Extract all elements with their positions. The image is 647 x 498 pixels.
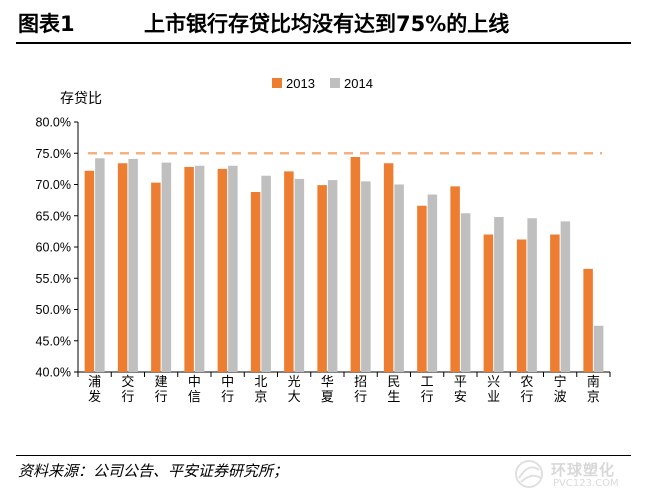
source-divider bbox=[16, 455, 631, 456]
y-tick-label: 60.0% bbox=[36, 241, 71, 255]
x-tick-label: 招行 bbox=[354, 375, 367, 405]
y-tick-label: 65.0% bbox=[36, 209, 71, 223]
legend-label-2013: 2013 bbox=[286, 76, 315, 91]
bar-2013-5 bbox=[250, 192, 261, 372]
bar-2013-1 bbox=[117, 163, 128, 372]
bar-2014-8 bbox=[361, 181, 371, 372]
legend-swatch-2014 bbox=[330, 78, 340, 88]
x-tick-label: 中行 bbox=[221, 375, 234, 405]
legend-label-2014: 2014 bbox=[344, 76, 373, 91]
bar-2014-9 bbox=[394, 184, 404, 372]
bar-2013-9 bbox=[383, 163, 394, 372]
bar-2014-0 bbox=[95, 158, 105, 372]
x-tick-label: 平安 bbox=[454, 375, 467, 405]
x-tick-label: 宁波 bbox=[554, 374, 567, 405]
y-tick-label: 45.0% bbox=[36, 334, 71, 348]
watermark-logo bbox=[515, 460, 543, 488]
x-tick-label: 兴业 bbox=[487, 375, 500, 405]
bar-2014-1 bbox=[128, 158, 138, 372]
watermark-text: 环球塑化 bbox=[551, 461, 616, 479]
x-tick-label: 光大 bbox=[288, 375, 301, 405]
bar-2014-12 bbox=[494, 217, 504, 372]
bar-2014-11 bbox=[460, 213, 471, 372]
figure-title-row: 图表1 上市银行存贷比均没有达到75%的上线 bbox=[16, 6, 631, 40]
figure-title: 上市银行存贷比均没有达到75%的上线 bbox=[144, 12, 510, 36]
bar-2013-10 bbox=[417, 205, 427, 372]
watermark-url: PVC123.COM bbox=[553, 478, 619, 489]
x-tick-label: 南京 bbox=[587, 374, 600, 405]
bar-2013-15 bbox=[583, 268, 593, 372]
bar-2014-6 bbox=[294, 178, 305, 372]
x-tick-label: 浦发 bbox=[88, 375, 101, 405]
bar-2013-0 bbox=[84, 170, 95, 372]
x-tick-label: 交行 bbox=[121, 374, 134, 405]
bar-2013-2 bbox=[151, 182, 161, 372]
figure-label: 图表1 bbox=[18, 12, 75, 36]
bar-2014-5 bbox=[261, 175, 271, 372]
bar-2014-13 bbox=[527, 218, 537, 372]
x-tick-label: 华夏 bbox=[321, 375, 334, 405]
bar-2014-7 bbox=[327, 180, 338, 372]
y-tick-label: 80.0% bbox=[36, 116, 71, 130]
y-tick-label: 70.0% bbox=[36, 178, 71, 192]
x-tick-label: 民生 bbox=[387, 375, 400, 405]
bar-chart: 存贷比 40.0% 45.0% 50.0% 55.0% 60.0% 65.0% 70.0% 75… bbox=[36, 76, 611, 405]
y-tick-label: 40.0% bbox=[36, 366, 71, 380]
x-tick-label: 中信 bbox=[188, 375, 201, 405]
x-tick-label: 建行 bbox=[155, 375, 168, 405]
source-note: 资料来源：公司公告、平安证券研究所； bbox=[18, 462, 289, 480]
bar-2013-11 bbox=[450, 186, 460, 372]
bar-2013-3 bbox=[184, 167, 194, 372]
bar-2013-8 bbox=[350, 157, 361, 372]
x-tick-label: 工行 bbox=[421, 375, 434, 405]
bar-2013-14 bbox=[550, 234, 560, 372]
title-divider bbox=[16, 42, 631, 44]
x-tick-label: 农行 bbox=[520, 375, 533, 405]
watermark: 环球塑化 PVC123.COM bbox=[509, 456, 629, 494]
bar-2014-10 bbox=[427, 194, 438, 372]
bar-2014-15 bbox=[593, 325, 604, 372]
x-tick-label: 北京 bbox=[254, 375, 267, 405]
bar-2014-3 bbox=[194, 165, 205, 372]
bar-2014-4 bbox=[228, 165, 238, 372]
bar-2013-7 bbox=[317, 185, 327, 372]
y-tick-label: 55.0% bbox=[36, 272, 71, 286]
y-tick-label: 75.0% bbox=[36, 147, 71, 161]
bar-2013-6 bbox=[284, 171, 294, 372]
y-axis-label: 存贷比 bbox=[60, 91, 102, 107]
bar-2014-14 bbox=[560, 221, 571, 372]
bar-2013-4 bbox=[217, 168, 228, 372]
bar-2014-2 bbox=[161, 162, 172, 372]
bar-2013-13 bbox=[516, 239, 527, 372]
legend-swatch-2013 bbox=[272, 78, 282, 88]
y-tick-label: 50.0% bbox=[36, 303, 71, 317]
bar-2013-12 bbox=[483, 234, 494, 372]
